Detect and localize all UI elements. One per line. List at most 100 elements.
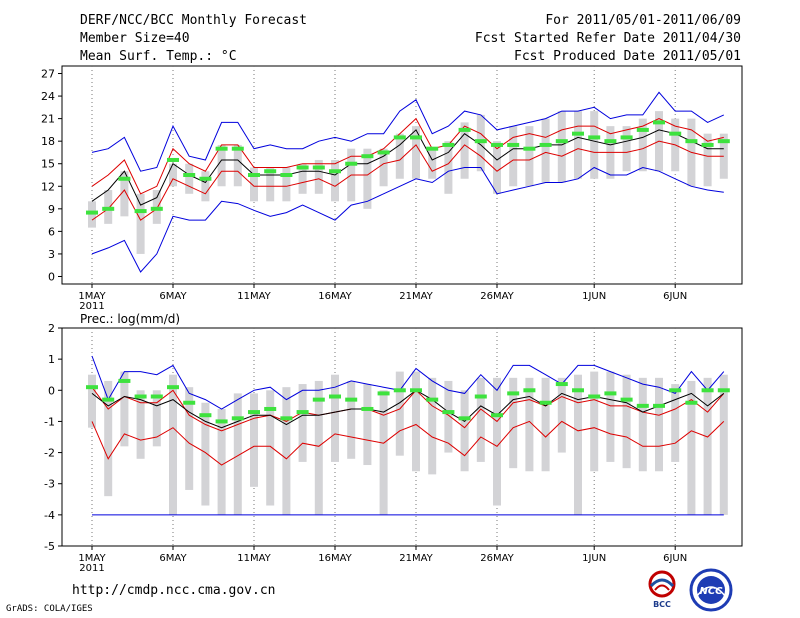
temp-observed-mark [410,135,422,140]
temp-observed-mark [329,169,341,174]
prec-observed-mark [410,388,422,393]
forecast-produced-date: Fcst Produced Date 2011/05/01 [514,49,741,64]
temp-spread-bar [525,126,534,187]
temp-series-lower [91,140,724,221]
temp-ytick-label: 6 [48,225,55,238]
forecast-start-date: Fcst Started Refer Date 2011/04/30 [474,31,741,46]
prec-observed-mark [653,403,665,408]
temp-observed-mark [361,154,374,159]
temp-ytick-label: 0 [48,270,55,283]
temp-ytick-label: 3 [48,248,55,261]
prec-spread-bar [379,390,388,515]
prec-spread-bar [314,380,323,515]
temp-observed-mark [426,146,439,151]
prec-spread-bar [638,377,647,472]
prec-spread-bar [655,377,663,472]
website-url[interactable]: http://cmdp.ncc.cma.gov.cn [72,583,276,598]
temp-xtick-label: 21MAY [399,291,433,302]
prec-observed-mark [134,394,147,399]
temp-spread-bar [185,163,194,194]
prec-spread-bar [606,371,615,462]
temp-observed-mark [377,150,390,155]
prec-spread-bar [363,384,372,466]
temp-observed-mark [653,120,665,125]
prec-xtick-label: 1MAY [78,553,106,564]
prec-spread-bar [298,384,307,462]
temp-ytick-label: 27 [41,68,55,81]
temp-spread-bar [557,111,566,183]
temp-observed-mark [717,139,730,144]
temp-spread-bar [574,111,582,179]
prec-spread-bar [444,380,453,453]
prec-spread-bar [395,371,404,456]
prec-plot-frame [61,327,743,547]
prec-observed-mark [86,385,98,390]
prec-observed-mark [507,391,520,396]
prec-observed-mark [329,394,341,399]
temp-spread-bar [638,118,647,172]
temp-series-mean [91,129,724,206]
temp-observed-mark [604,139,617,144]
prec-ytick-label: 0 [48,384,55,397]
prec-spread-bar [509,377,518,469]
prec-observed-mark [685,400,698,405]
prec-xtick-label: 11MAY [237,553,271,564]
temp-xtick-label: 1JUN [582,291,606,302]
prec-observed-mark [215,419,228,424]
grads-credit: GrADS: COLA/IGES [6,604,93,614]
prec-ytick-label: -4 [44,509,55,522]
temp-spread-bar [282,167,291,202]
member-size: Member Size=40 [80,31,190,46]
temp-spread-bar [314,159,323,194]
temp-observed-mark [167,157,179,162]
prec-observed-mark [572,388,584,393]
prec-x-year-label: 2011 [79,563,104,574]
prec-observed-mark [377,391,390,396]
prec-spread-bar [347,380,356,459]
temp-observed-mark [134,209,147,214]
prec-spread-bar [201,402,210,506]
prec-observed-mark [248,410,260,415]
temp-observed-mark [474,139,487,144]
prec-spread-bar [460,390,469,472]
temp-observed-mark [507,142,520,147]
temp-spread-bar [509,126,518,187]
temp-spread-bar [703,133,712,187]
temp-observed-mark [248,173,260,177]
prec-observed-mark [458,416,471,421]
prec-xtick-label: 6MAY [159,553,187,564]
prec-series-max [91,355,725,410]
temp-spread-bar [169,163,177,187]
prec-xtick-label: 16MAY [318,553,352,564]
temp-ytick-label: 12 [41,180,55,193]
prec-spread-bar [525,377,534,472]
prec-spread-bar [541,377,550,472]
temp-spread-bar [460,122,469,179]
prec-observed-mark [620,397,633,402]
prec-observed-mark [442,410,455,415]
prec-observed-mark [345,397,358,402]
temp-spread-bar [395,133,404,179]
prec-spread-bar [282,387,291,515]
temp-observed-mark [264,169,277,174]
temp-ytick-label: 18 [41,135,55,148]
prec-xtick-label: 1JUN [582,553,606,564]
prec-spread-bar [169,374,177,515]
prec-observed-mark [167,385,179,390]
temp-plot-frame [61,65,743,285]
temp-observed-mark [669,131,682,136]
prec-observed-mark [296,410,309,415]
prec-ytick-label: 1 [48,353,55,366]
prec-observed-mark [150,394,163,399]
temp-spread-bar [217,144,226,187]
temp-observed-mark [118,176,131,181]
prec-observed-mark [264,406,277,411]
temp-series-min [91,166,724,273]
temp-ytick-label: 9 [48,203,55,216]
prec-spread-bar [719,374,728,515]
prec-spread-bar [266,390,275,506]
temp-variable-label: Mean Surf. Temp.: °C [80,49,237,64]
temp-observed-mark [150,206,163,211]
